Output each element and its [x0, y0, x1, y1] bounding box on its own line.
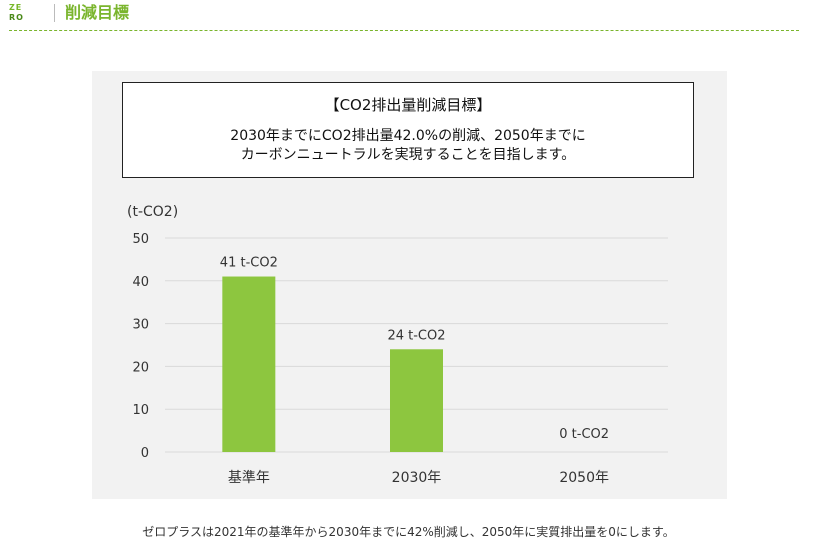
- category-labels: 基準年 2030年 2050年: [228, 469, 609, 486]
- y-tick-label: 0: [141, 446, 149, 461]
- data-label: 24 t-CO2: [387, 328, 445, 343]
- section-title: 削減目標: [65, 3, 130, 22]
- logo-top-text: ZE: [9, 3, 23, 12]
- bars: [222, 276, 443, 452]
- y-tick-label: 40: [132, 275, 149, 290]
- section-header: ZE RO 削減目標: [9, 0, 799, 31]
- goal-line-1: 2030年までにCO2排出量42.0%の削減、2050年までに: [230, 128, 586, 144]
- y-tick-labels: 0 10 20 30 40 50: [132, 232, 149, 461]
- data-labels: 41 t-CO2 24 t-CO2 0 t-CO2: [220, 256, 609, 442]
- y-tick-label: 10: [132, 403, 149, 418]
- category-label: 2050年: [559, 470, 609, 486]
- y-tick-label: 20: [132, 360, 149, 375]
- data-label: 0 t-CO2: [559, 427, 609, 442]
- bar: [390, 349, 443, 452]
- y-tick-label: 30: [132, 318, 149, 333]
- logo-bottom-text: RO: [9, 13, 24, 22]
- y-tick-label: 50: [132, 232, 149, 247]
- bar: [222, 276, 276, 452]
- category-label: 基準年: [228, 469, 270, 486]
- category-label: 2030年: [392, 470, 442, 486]
- goal-box: 【CO2排出量削減目標】 2030年までにCO2排出量42.0%の削減、2050…: [122, 82, 694, 178]
- chart-caption: ゼロプラスは2021年の基準年から2030年までに42%削減し、2050年に実質…: [142, 525, 675, 539]
- goal-title: 【CO2排出量削減目標】: [324, 96, 492, 114]
- y-axis-label: (t-CO2): [127, 204, 178, 220]
- header-divider: [54, 4, 55, 22]
- data-label: 41 t-CO2: [220, 256, 278, 271]
- zero-logo: ZE RO: [9, 3, 31, 25]
- goal-line-2: カーボンニュートラルを実現することを目指します。: [240, 147, 576, 163]
- dashed-rule: [9, 30, 799, 31]
